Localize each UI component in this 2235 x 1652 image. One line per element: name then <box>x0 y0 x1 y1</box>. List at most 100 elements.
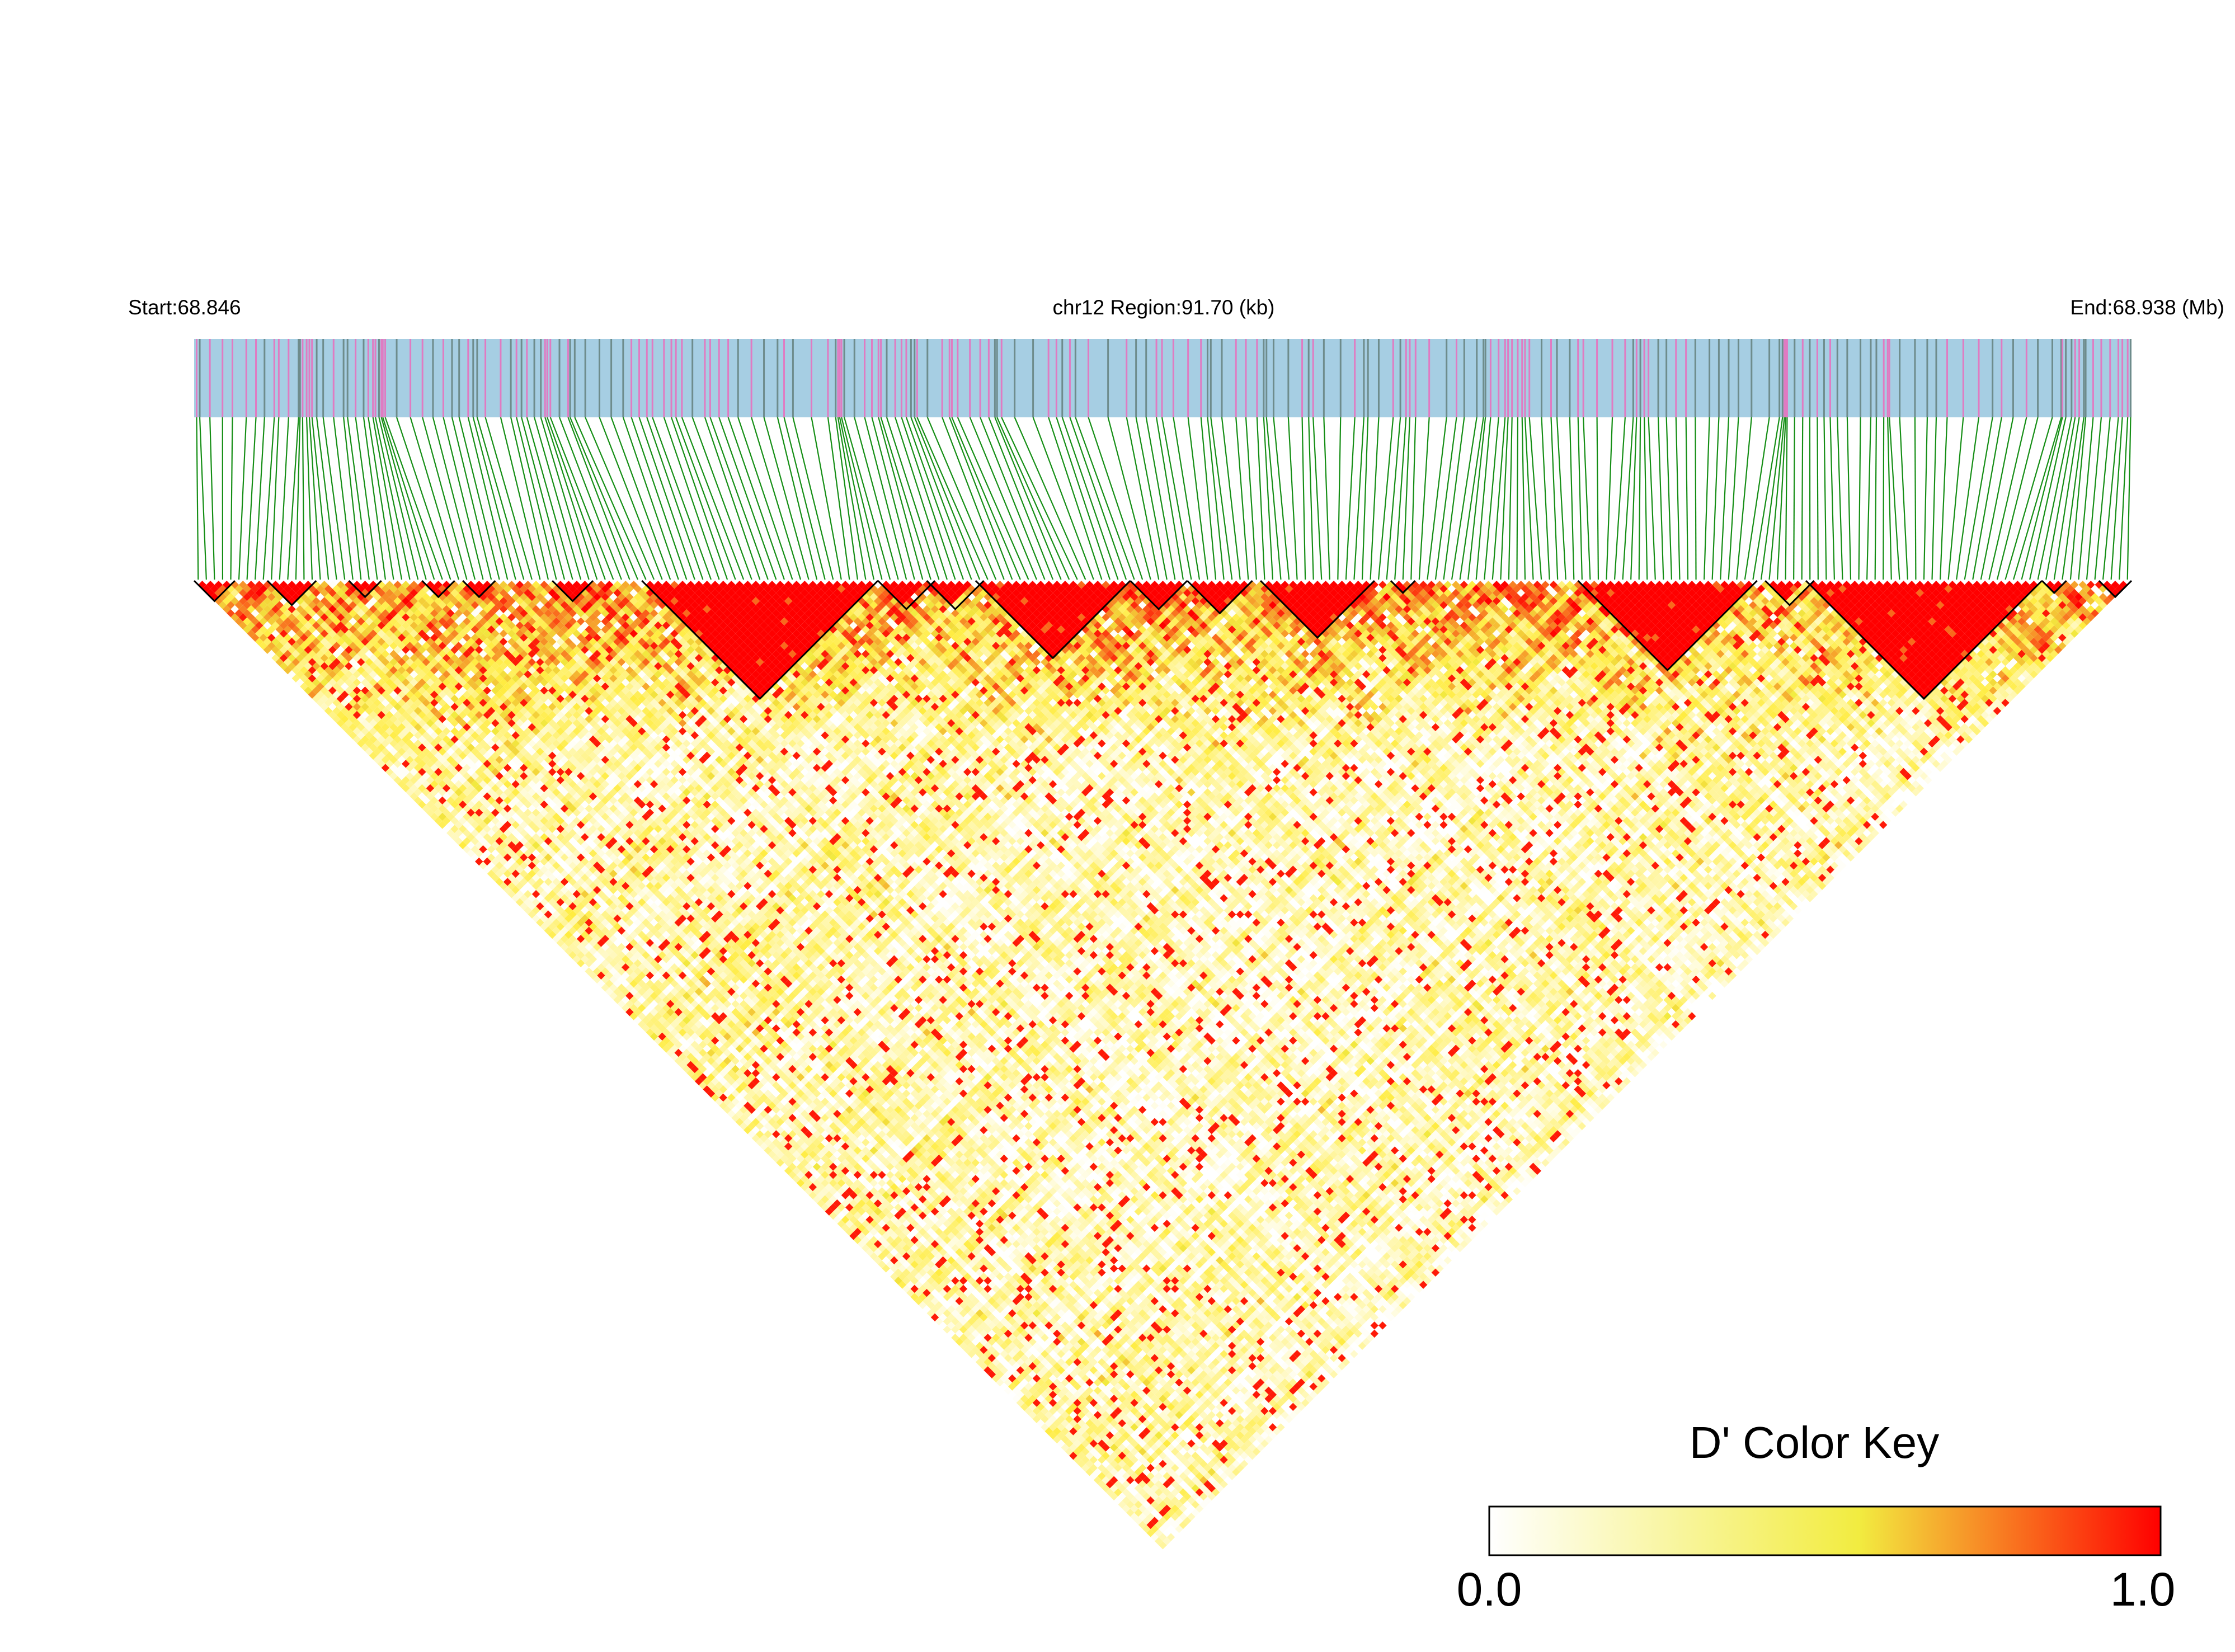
snp-connector <box>1346 417 1355 580</box>
snp-connector <box>1273 417 1289 580</box>
snp-connector <box>1500 417 1508 580</box>
snp-connector <box>382 417 426 580</box>
snp-connector <box>1557 417 1566 580</box>
snp-connector <box>200 417 206 580</box>
snp-connector <box>1847 417 1851 580</box>
snp-connector <box>303 417 304 580</box>
snp-connector <box>693 417 752 580</box>
snp-connector <box>1649 417 1655 580</box>
region-title: chr12 Region:91.70 (kb) <box>1053 296 1275 319</box>
snp-connector <box>1817 417 1818 580</box>
snp-connector <box>1932 417 1936 580</box>
snp-connector <box>1695 417 1696 580</box>
snp-connector <box>468 417 507 580</box>
snp-connector <box>379 417 418 580</box>
snp-connector <box>1108 417 1151 580</box>
snp-connector <box>547 417 605 580</box>
snp-connector <box>676 417 735 580</box>
snp-connector <box>255 417 265 580</box>
snp-connector <box>1427 417 1446 580</box>
snp-connector <box>719 417 776 580</box>
snp-connector <box>1460 417 1484 580</box>
snp-connector <box>1606 417 1612 580</box>
snp-connector <box>1070 417 1126 580</box>
snp-connector <box>647 417 703 580</box>
snp-connector <box>1378 417 1393 580</box>
snp-connector <box>1288 417 1297 580</box>
snp-connector <box>1965 417 1993 580</box>
snp-connector <box>1362 417 1368 580</box>
snp-connector <box>559 417 622 580</box>
snp-connector <box>989 417 1053 580</box>
snp-connector <box>422 417 467 580</box>
snp-connector <box>373 417 402 580</box>
snp-connector <box>778 417 817 580</box>
snp-connector <box>1136 417 1167 580</box>
snp-connector <box>1875 417 1876 580</box>
snp-connector <box>844 417 890 580</box>
snp-connector <box>1949 417 1964 580</box>
snp-connector <box>1686 417 1688 580</box>
snp-connector <box>1704 417 1709 580</box>
snp-connector <box>1313 417 1321 580</box>
snp-connector <box>1257 417 1265 580</box>
ld-cell-group <box>198 581 2127 1550</box>
snp-connector <box>1530 417 1541 580</box>
snp-connector <box>1387 417 1401 580</box>
snp-connector <box>1915 417 1916 580</box>
snp-connector-lines <box>196 417 2130 580</box>
snp-connector <box>917 417 987 580</box>
snp-connector <box>881 417 931 580</box>
snp-connector <box>1667 417 1672 580</box>
snp-connector <box>1676 417 1680 580</box>
snp-connector <box>1338 417 1340 580</box>
snp-connector <box>1956 417 1979 580</box>
snp-connector <box>1597 417 1598 580</box>
snp-connector <box>1615 417 1625 580</box>
snp-connector <box>1658 417 1663 580</box>
snp-connector <box>1127 417 1159 580</box>
snp-connector <box>575 417 646 580</box>
snp-connector <box>1371 417 1379 580</box>
region-end-label: End:68.938 (Mb) <box>2070 296 2224 319</box>
snp-connector <box>1720 417 1729 580</box>
snp-connector <box>2103 417 2118 580</box>
snp-connector <box>196 417 198 580</box>
snp-connector <box>784 417 825 580</box>
snp-connector <box>210 417 214 580</box>
snp-connector <box>2005 417 2052 580</box>
snp-connector <box>738 417 792 580</box>
snp-connector <box>995 417 1061 580</box>
snp-connector <box>452 417 491 580</box>
snp-connector <box>1088 417 1142 580</box>
snp-connector <box>887 417 939 580</box>
snp-connector <box>942 417 1004 580</box>
snp-connector <box>1639 417 1640 580</box>
snp-connector <box>1484 417 1498 580</box>
snp-connector <box>895 417 947 580</box>
snp-connector <box>383 417 434 580</box>
snp-connector <box>1924 417 1927 580</box>
snp-connector <box>1302 417 1306 580</box>
snp-connector <box>280 417 289 580</box>
snp-connector <box>2022 417 2063 580</box>
snp-connector <box>1542 417 1550 580</box>
snp-connector <box>1712 417 1719 580</box>
snp-connector <box>639 417 695 580</box>
snp-connector <box>1867 417 1871 580</box>
snp-connector <box>1837 417 1842 580</box>
snp-connector <box>811 417 841 580</box>
snp-connector <box>230 417 232 580</box>
snp-connector <box>247 417 256 580</box>
snp-connector <box>1794 417 1795 580</box>
snp-connector <box>411 417 459 580</box>
snp-connector <box>2128 417 2131 580</box>
snp-connector <box>906 417 963 580</box>
snp-connector <box>1188 417 1208 580</box>
snp-connector <box>1354 417 1363 580</box>
snp-connector <box>1525 417 1533 580</box>
snp-connector <box>1493 417 1505 580</box>
snp-connector <box>632 417 687 580</box>
snp-connector <box>1324 417 1329 580</box>
